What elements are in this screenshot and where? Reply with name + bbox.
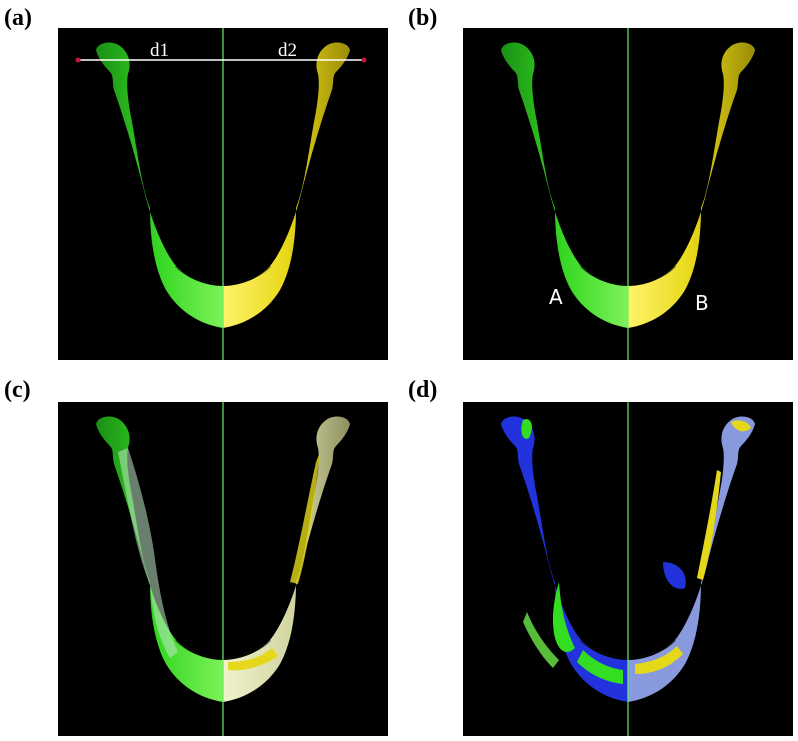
mandible-render-a: d1 d2 xyxy=(75,28,367,360)
panel-c-image xyxy=(58,402,388,736)
panel-label-b: (b) xyxy=(408,5,438,31)
right-condyle-point xyxy=(361,57,367,63)
mandible-render-b: A B xyxy=(501,28,755,360)
panel-d-image xyxy=(463,402,793,736)
mandible-render-d xyxy=(501,402,755,736)
panel-b-image: A B xyxy=(463,28,793,360)
panel-label-d: (d) xyxy=(408,377,438,403)
region-b-label: B xyxy=(695,291,709,315)
region-a-label: A xyxy=(549,285,563,309)
d1-label: d1 xyxy=(150,40,169,61)
panel-label-a: (a) xyxy=(4,5,32,31)
d2-label: d2 xyxy=(278,40,297,61)
mandible-render-c xyxy=(96,402,350,736)
panel-a-image: d1 d2 xyxy=(58,28,388,360)
panel-label-c: (c) xyxy=(4,377,31,403)
left-condyle-point xyxy=(75,57,81,63)
